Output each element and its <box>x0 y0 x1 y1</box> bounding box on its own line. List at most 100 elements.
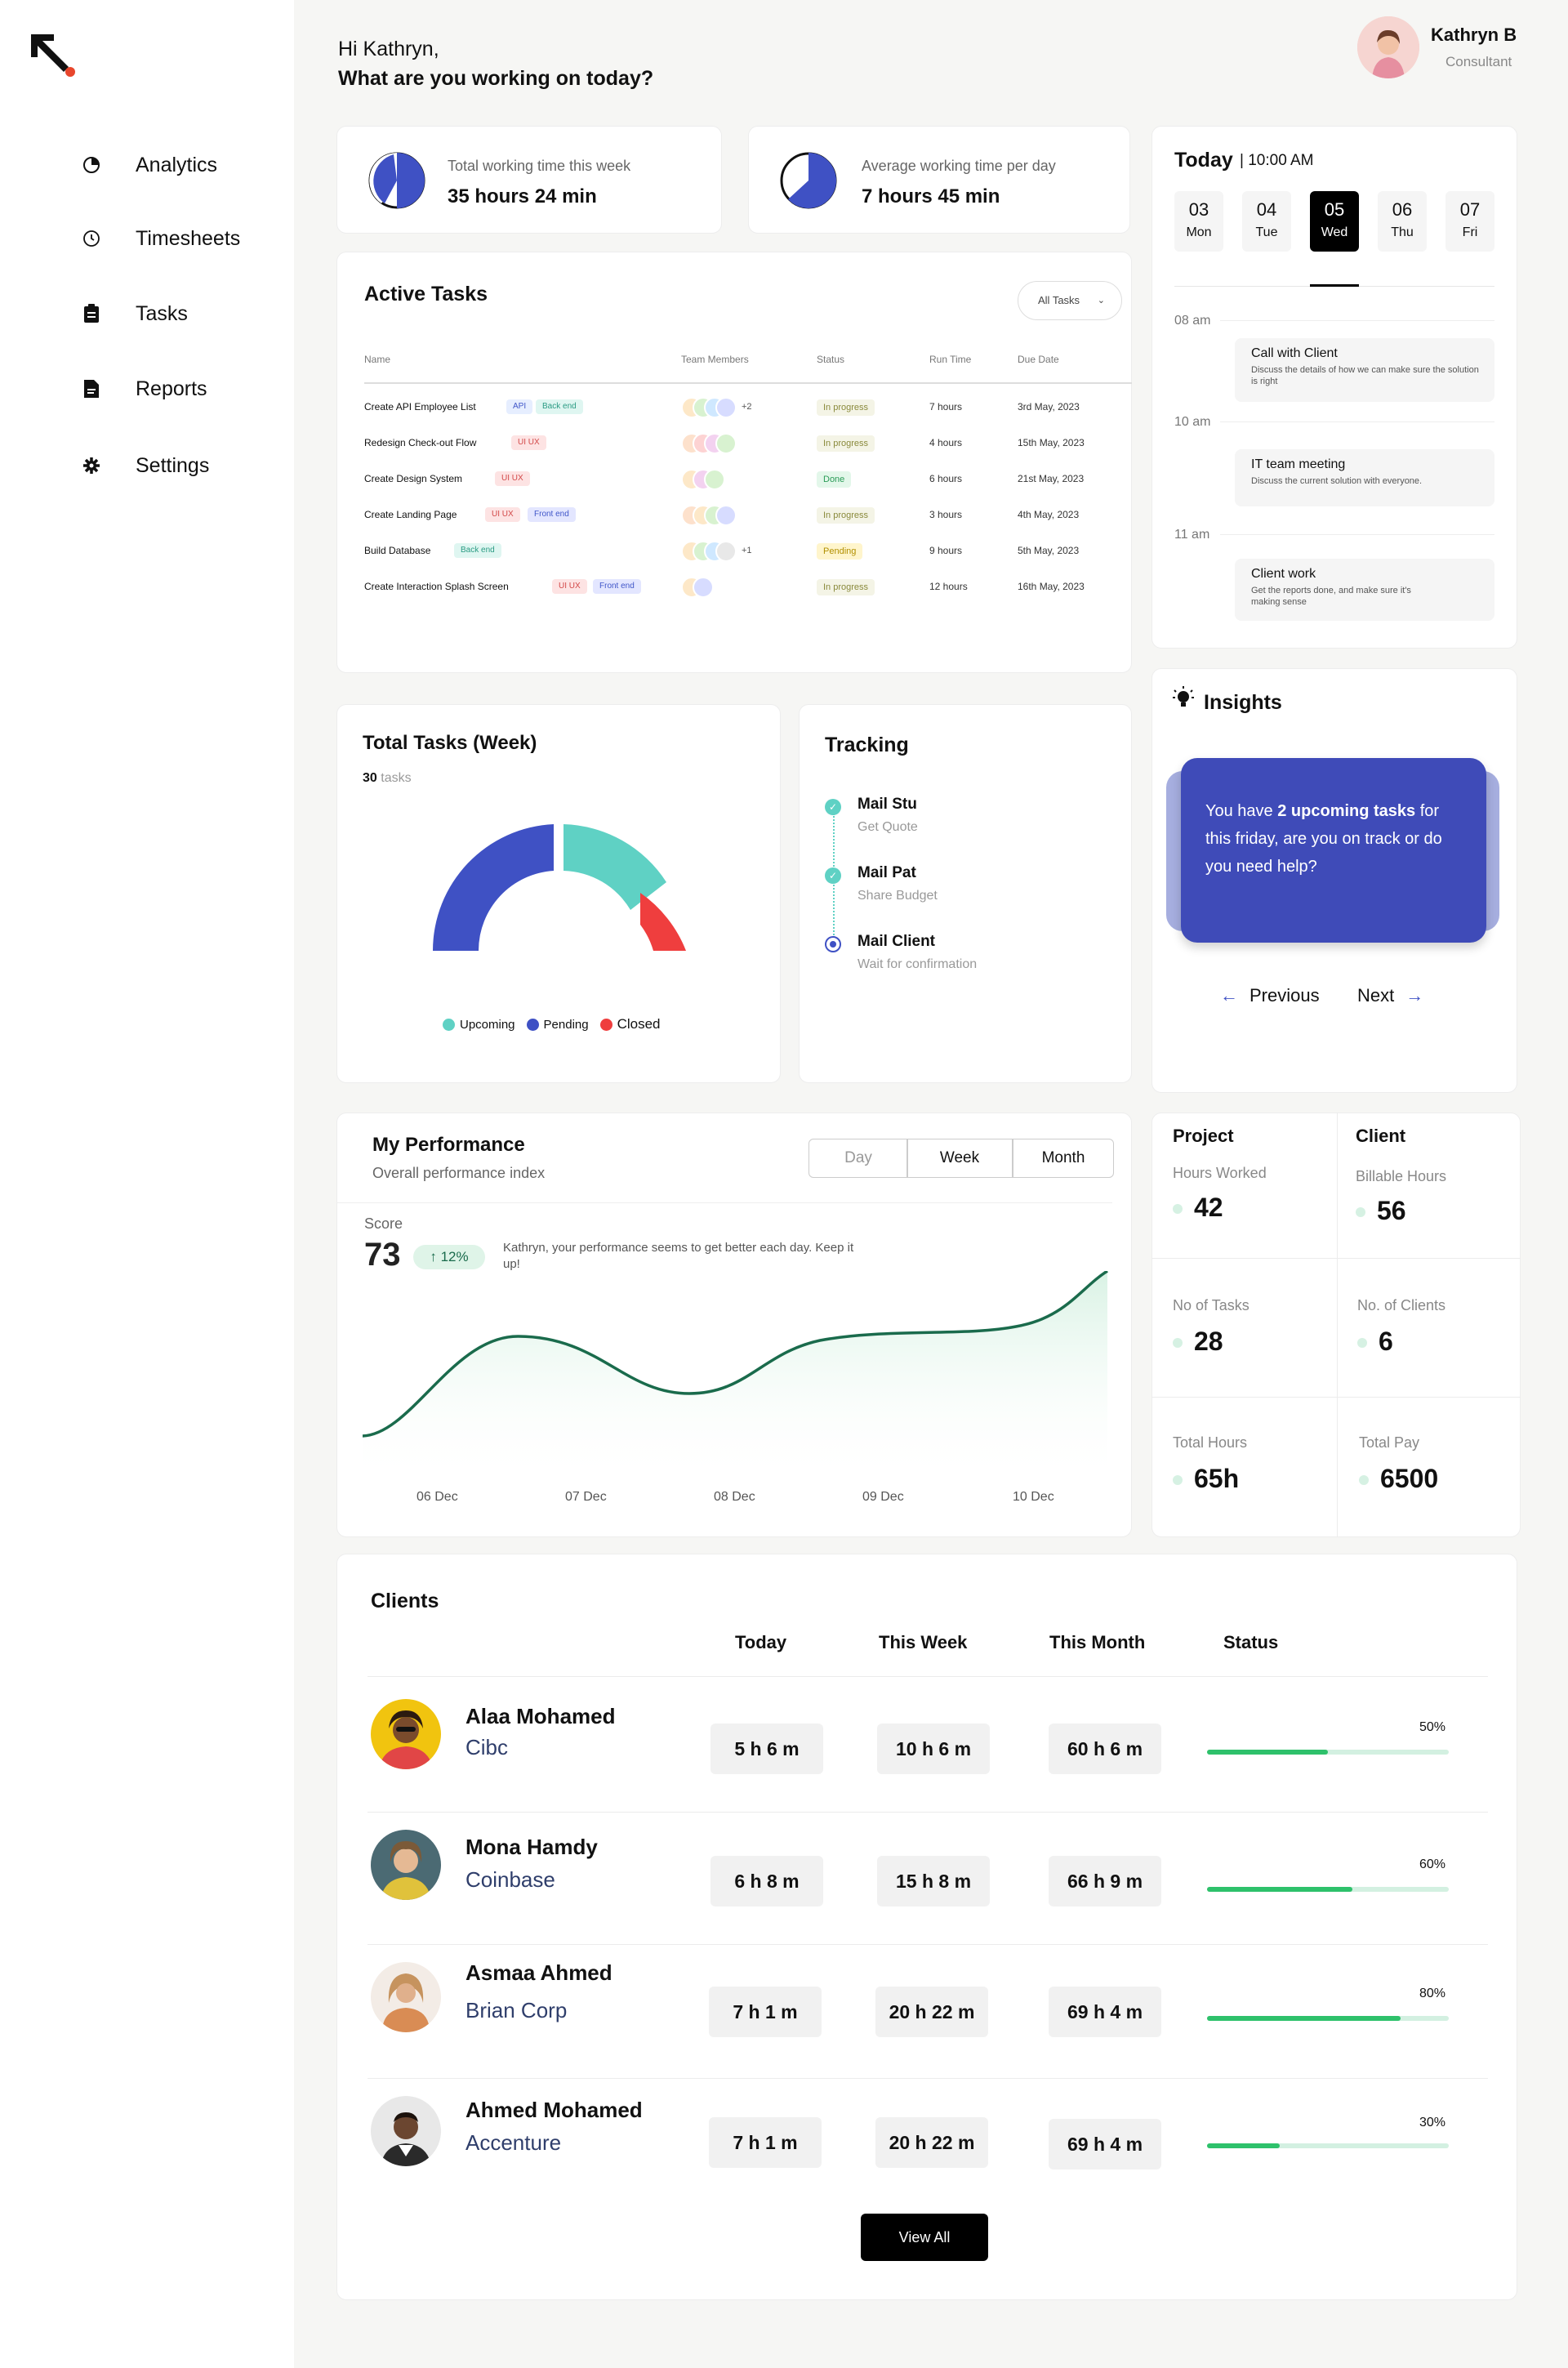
task-due-date: 3rd May, 2023 <box>1018 401 1080 413</box>
stat-label: Hours Worked <box>1173 1165 1267 1181</box>
task-tag: Front end <box>593 579 641 594</box>
status-badge: In progress <box>817 507 875 524</box>
nav-settings[interactable]: Settings <box>82 449 209 482</box>
performance-subtitle: Overall performance index <box>372 1165 546 1181</box>
stat-label: No of Tasks <box>1173 1297 1250 1313</box>
nav-timesheets-label: Timesheets <box>136 226 241 250</box>
view-all-button[interactable]: View All <box>861 2214 988 2261</box>
performance-divider <box>336 1202 1112 1203</box>
client-month-time: 69 h 4 m <box>1049 1987 1161 2037</box>
team-avatars <box>681 505 779 526</box>
clients-title: Clients <box>371 1590 439 1612</box>
task-row[interactable]: Create Interaction Splash Screen UI UX F… <box>364 575 1132 600</box>
table-header-divider <box>364 382 1132 384</box>
stats-divider <box>1337 1113 1338 1537</box>
client-company: Coinbase <box>466 1867 555 1892</box>
day-thu[interactable]: 06 Thu <box>1378 191 1427 252</box>
task-row[interactable]: Create Landing Page UI UX Front end In p… <box>364 503 1132 528</box>
insights-next-button[interactable]: Next → <box>1357 985 1423 1006</box>
tracking-item-sub: Get Quote <box>858 820 918 834</box>
event-card[interactable]: Call with Client Discuss the details of … <box>1235 338 1494 402</box>
client-today-time: 7 h 1 m <box>709 2117 822 2168</box>
client-avatar[interactable] <box>371 1830 441 1900</box>
tab-week[interactable]: Week <box>906 1139 1013 1178</box>
row-divider <box>368 1812 1488 1813</box>
task-row[interactable]: Create API Employee List API Back end +2… <box>364 395 1132 420</box>
col-this-month: This Month <box>1049 1632 1146 1652</box>
row-divider <box>368 2078 1488 2079</box>
client-avatar[interactable] <box>371 1699 441 1769</box>
average-time-value: 7 hours 45 min <box>862 185 1000 207</box>
gear-icon <box>82 456 101 475</box>
task-row[interactable]: Redesign Check-out Flow UI UX In progres… <box>364 431 1132 456</box>
task-name: Build Database <box>364 545 431 556</box>
task-tag: UI UX <box>495 471 530 486</box>
task-name: Create API Employee List <box>364 401 476 413</box>
client-name: Ahmed Mohamed <box>466 2098 643 2122</box>
clock-icon <box>82 229 101 248</box>
col-runtime: Run Time <box>929 354 972 365</box>
user-avatar[interactable] <box>1357 16 1419 78</box>
app-logo[interactable] <box>31 34 77 80</box>
average-time-label: Average working time per day <box>862 158 1056 174</box>
total-tasks-title: Total Tasks (Week) <box>363 732 537 754</box>
total-time-label: Total working time this week <box>448 158 631 174</box>
task-tag: Front end <box>528 507 576 522</box>
tab-day[interactable]: Day <box>808 1139 908 1178</box>
tasks-filter-dropdown[interactable]: All Tasks ⌄ <box>1018 281 1122 320</box>
score-change-value: 12% <box>440 1249 469 1264</box>
stat-dot <box>1173 1475 1183 1485</box>
task-name: Redesign Check-out Flow <box>364 437 477 448</box>
total-time-card: Total working time this week 35 hours 24… <box>336 126 722 234</box>
task-due-date: 4th May, 2023 <box>1018 509 1080 520</box>
legend-upcoming-dot <box>443 1018 455 1031</box>
arrow-left-icon: ← <box>1220 985 1238 1006</box>
day-wed[interactable]: 05 Wed <box>1310 191 1359 252</box>
stat-dot <box>1357 1338 1367 1348</box>
stat-value: 42 <box>1194 1193 1223 1222</box>
calendar-title: Today <box>1174 149 1233 172</box>
greeting-question: What are you working on today? <box>338 67 654 90</box>
nav-reports[interactable]: Reports <box>82 372 207 405</box>
task-row[interactable]: Create Design System UI UX Done 6 hours … <box>364 467 1132 492</box>
nav-analytics[interactable]: Analytics <box>82 149 217 181</box>
event-card[interactable]: IT team meeting Discuss the current solu… <box>1235 449 1494 506</box>
client-progress-pct: 50% <box>1419 1720 1446 1734</box>
arrow-right-icon: → <box>1405 985 1424 1006</box>
nav-tasks-label: Tasks <box>136 301 188 325</box>
progress-fill <box>1207 1750 1328 1755</box>
x-tick-label: 10 Dec <box>1013 1490 1054 1504</box>
legend-closed-dot <box>599 1018 612 1031</box>
nav-tasks[interactable]: Tasks <box>82 297 188 330</box>
day-tue[interactable]: 04 Tue <box>1242 191 1291 252</box>
nav-settings-label: Settings <box>136 453 210 477</box>
event-card[interactable]: Client work Get the reports done, and ma… <box>1235 559 1494 621</box>
day-fri[interactable]: 07 Fri <box>1446 191 1494 252</box>
active-tasks-title: Active Tasks <box>364 283 488 305</box>
task-tag: API <box>506 399 533 414</box>
nav-timesheets[interactable]: Timesheets <box>82 222 240 255</box>
lightbulb-icon <box>1173 686 1194 716</box>
tab-month[interactable]: Month <box>1013 1139 1114 1178</box>
task-tag: UI UX <box>552 579 587 594</box>
task-runtime: 7 hours <box>929 401 963 413</box>
day-mon[interactable]: 03 Mon <box>1174 191 1223 252</box>
col-this-week: This Week <box>879 1632 968 1652</box>
legend-pending-dot <box>526 1018 539 1031</box>
client-avatar[interactable] <box>371 1962 441 2032</box>
row-divider <box>368 1944 1488 1945</box>
event-title: IT team meeting <box>1251 457 1346 471</box>
client-avatar[interactable] <box>371 2096 441 2166</box>
performance-line <box>363 1271 1108 1438</box>
task-row[interactable]: Build Database Back end +1 Pending 9 hou… <box>364 539 1132 564</box>
task-tag: Back end <box>454 543 501 558</box>
col-team: Team Members <box>681 354 749 365</box>
insights-previous-button[interactable]: ← Previous <box>1220 985 1320 1006</box>
client-progress-pct: 80% <box>1419 1987 1446 2000</box>
task-name: Create Design System <box>364 473 463 484</box>
insight-card[interactable]: You have 2 upcoming tasks for this frida… <box>1181 758 1486 943</box>
client-week-time: 10 h 6 m <box>877 1724 990 1774</box>
task-due-date: 5th May, 2023 <box>1018 545 1080 556</box>
col-name: Name <box>364 354 391 365</box>
total-tasks-count: 30 tasks <box>363 771 412 786</box>
